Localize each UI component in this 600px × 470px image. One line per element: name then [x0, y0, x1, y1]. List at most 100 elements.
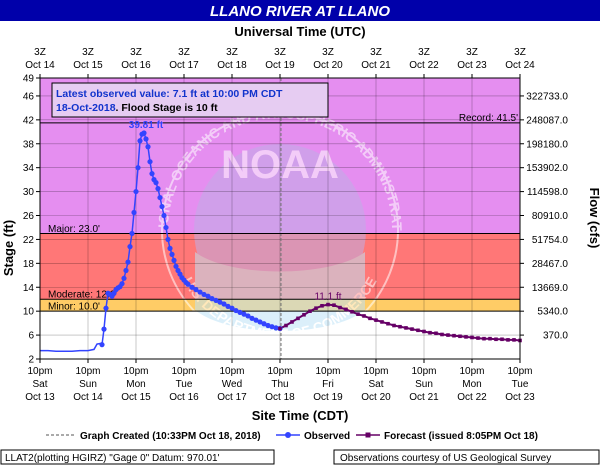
top-tick-date: Oct 21 — [361, 60, 391, 71]
top-tick-hour: 3Z — [370, 47, 382, 58]
bottom-tick-day: Sat — [368, 379, 383, 390]
top-tick-hour: 3Z — [274, 47, 286, 58]
bottom-tick-hour: 10pm — [171, 366, 196, 377]
forecast-point — [344, 307, 348, 312]
observed-point — [125, 259, 131, 265]
y-tick-label: 2 — [28, 355, 34, 366]
bottom-tick-hour: 10pm — [411, 366, 436, 377]
legend-forecast-marker — [365, 432, 371, 438]
bottom-tick-day: Tue — [512, 379, 529, 390]
observed-point — [261, 321, 267, 327]
bottom-tick-day: Tue — [176, 379, 193, 390]
bottom-tick-hour: 10pm — [123, 366, 148, 377]
observed-point — [249, 315, 255, 321]
bottom-tick-hour: 10pm — [27, 366, 52, 377]
bottom-tick-hour: 10pm — [459, 366, 484, 377]
latest-observation-box: Latest observed value: 7.1 ft at 10:00 P… — [51, 82, 329, 118]
top-tick-date: Oct 24 — [505, 60, 535, 71]
y-tick-label: 10 — [23, 307, 35, 318]
top-axis-ticks: 3Z Oct 14 3Z Oct 15 3Z Oct 16 3Z Oct 17 3Z Oct 18… — [25, 47, 535, 78]
forecast-point — [506, 338, 510, 342]
y-tick-label: 30 — [23, 187, 35, 198]
observed-point — [213, 297, 219, 304]
observed-point — [171, 257, 177, 263]
bottom-axis-ticks: 10pm Sat Oct 13 10pm Sun Oct 14 10pm Mon Oct 15 1… — [25, 359, 535, 403]
top-tick-date: Oct 14 — [25, 60, 55, 71]
observed-point — [225, 303, 231, 309]
threshold-label: Minor: 10.0' — [48, 302, 100, 313]
observed-point — [119, 281, 125, 287]
bottom-tick-date: Oct 22 — [457, 392, 487, 403]
top-tick-hour: 3Z — [178, 47, 190, 58]
top-tick-date: Oct 22 — [409, 60, 439, 71]
bottom-tick-date: Oct 14 — [73, 392, 103, 403]
top-tick-hour: 3Z — [466, 47, 478, 58]
y-tick-label: 18 — [23, 259, 35, 270]
bottom-tick-date: Oct 18 — [265, 392, 295, 403]
bottom-tick-hour: 10pm — [507, 366, 532, 377]
forecast-point — [422, 329, 426, 334]
y-tick-label: 22 — [23, 235, 35, 246]
forecast-point — [368, 316, 372, 321]
forecast-point — [428, 330, 432, 335]
observed-point — [169, 251, 175, 257]
observed-point — [99, 342, 105, 348]
title-bar — [0, 0, 600, 21]
observed-point — [241, 311, 247, 317]
bottom-tick-date: Oct 17 — [217, 392, 247, 403]
legend-created-label: Graph Created (10:33PM Oct 18, 2018) — [80, 431, 261, 442]
threshold-lines: Minor: 10.0'Moderate: 12.0' Major: 23.0' R… — [40, 113, 520, 313]
bottom-tick-day: Sun — [79, 379, 97, 390]
flood-stage-text: . Flood Stage is 10 ft — [116, 102, 219, 114]
bottom-tick-day: Sat — [32, 379, 47, 390]
forecast-point — [326, 302, 330, 307]
observed-point — [273, 325, 279, 331]
forecast-point — [464, 335, 468, 339]
flow-tick-label: 28467.0 — [532, 259, 569, 270]
bottom-tick-day: Mon — [126, 379, 145, 390]
bottom-tick-hour: 10pm — [75, 366, 100, 377]
forecast-point — [398, 324, 402, 329]
observed-point — [205, 293, 211, 299]
bottom-tick-day: Wed — [222, 379, 242, 390]
observed-crest-label: 39.81 ft — [129, 120, 164, 131]
footer-credit-box — [333, 449, 600, 465]
flow-tick-label: 51754.0 — [532, 235, 569, 246]
latest-observed-line: Latest observed value: 7.1 ft at 10:00 P… — [56, 88, 283, 100]
observed-point — [173, 263, 179, 269]
observed-point — [245, 313, 251, 319]
footer-datum-box — [0, 449, 275, 465]
observed-point — [209, 296, 215, 302]
threshold-label: Moderate: 12.0' — [48, 290, 117, 301]
forecast-point — [404, 326, 408, 330]
observed-point — [137, 138, 143, 144]
top-tick-hour: 3Z — [418, 47, 430, 58]
observed-point — [189, 284, 195, 290]
observed-point — [101, 326, 107, 332]
legend-forecast-label: Forecast (issued 8:05PM Oct 18) — [384, 431, 538, 442]
top-tick-hour: 3Z — [130, 47, 142, 58]
observed-point — [237, 309, 243, 315]
forecast-point — [296, 316, 300, 321]
threshold-label: Record: 41.5' — [459, 113, 518, 124]
y-tick-label: 34 — [23, 163, 35, 174]
info-box-bg — [51, 82, 329, 118]
bottom-tick-hour: 10pm — [363, 366, 388, 377]
observed-point — [229, 305, 235, 311]
forecast-point — [512, 338, 516, 342]
flow-tick-label: 5340.0 — [537, 307, 568, 318]
y-left-label: Stage (ft) — [1, 220, 16, 276]
forecast-point — [482, 336, 486, 341]
forecast-point — [356, 312, 360, 316]
observed-point — [121, 275, 127, 281]
forecast-point — [392, 323, 396, 328]
flow-tick-label: 322733.0 — [526, 91, 568, 102]
observed-point — [145, 144, 151, 150]
observed-point — [153, 180, 159, 186]
observed-point — [127, 244, 133, 250]
bottom-tick-day: Mon — [462, 379, 481, 390]
top-tick-hour: 3Z — [514, 47, 526, 58]
observed-point — [155, 186, 161, 192]
